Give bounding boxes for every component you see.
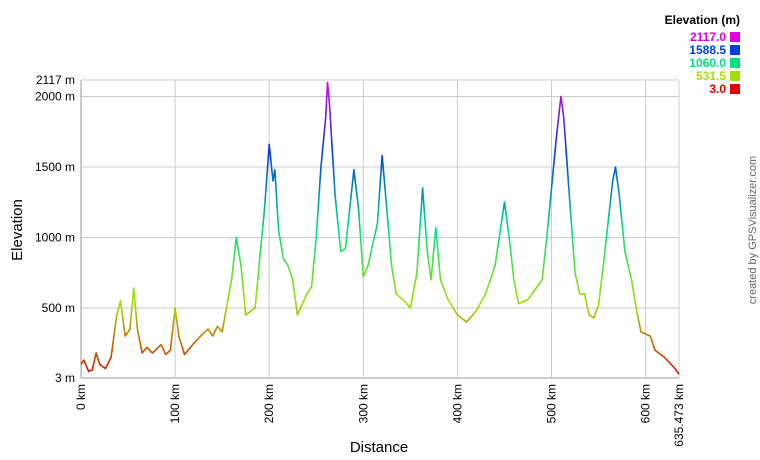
y-axis-title: Elevation bbox=[9, 199, 26, 261]
legend-label: 2117.0 bbox=[690, 30, 726, 44]
x-tick-label: 635.473 km bbox=[672, 384, 686, 447]
x-tick-label: 600 km bbox=[639, 384, 653, 423]
x-axis-title: Distance bbox=[350, 439, 408, 456]
credit: created by GPSVisualizer.com bbox=[747, 156, 759, 304]
legend-swatch bbox=[730, 32, 740, 42]
x-tick-label: 500 km bbox=[545, 384, 559, 423]
x-tick-label: 300 km bbox=[356, 384, 370, 423]
x-tick-label: 400 km bbox=[450, 384, 464, 423]
legend-swatch bbox=[730, 71, 740, 81]
legend-label: 3.0 bbox=[709, 82, 726, 96]
y-tick-label: 1500 m bbox=[35, 160, 75, 174]
legend-label: 1588.5 bbox=[689, 43, 726, 57]
y-tick-label: 1000 m bbox=[35, 230, 75, 244]
x-tick-label: 100 km bbox=[168, 384, 182, 423]
y-tick-label: 3 m bbox=[55, 371, 75, 385]
y-tick-label: 2000 m bbox=[35, 89, 75, 103]
legend-swatch bbox=[730, 45, 740, 55]
y-tick-label: 500 m bbox=[42, 301, 75, 315]
y-tick-label: 2117 m bbox=[36, 73, 75, 87]
legend-swatch bbox=[730, 58, 740, 68]
x-tick-label: 200 km bbox=[262, 384, 276, 423]
elevation-line bbox=[80, 81, 680, 375]
legend-title: Elevation (m) bbox=[665, 13, 740, 27]
legend-label: 531.5 bbox=[696, 69, 726, 83]
legend-swatch bbox=[730, 84, 740, 94]
legend-label: 1060.0 bbox=[689, 56, 726, 70]
x-tick-label: 0 km bbox=[74, 384, 88, 410]
